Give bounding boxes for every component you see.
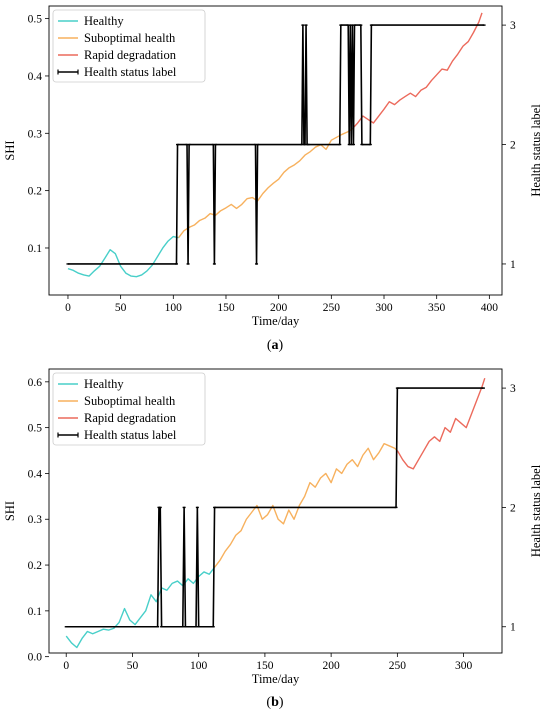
x-tick-label: 50 bbox=[115, 302, 127, 314]
caption-paren-close: ) bbox=[279, 695, 284, 710]
x-tick-label: 0 bbox=[65, 302, 71, 314]
x-axis-label: Time/day bbox=[252, 314, 300, 328]
plot-frame bbox=[48, 5, 503, 296]
legend-entry: Rapid degradation bbox=[84, 48, 177, 62]
caption-letter: a bbox=[272, 338, 279, 353]
x-tick-label: 300 bbox=[375, 302, 393, 314]
y-tick-label: 0.1 bbox=[28, 243, 43, 255]
y-tick-label: 0.3 bbox=[28, 128, 43, 140]
y-tick-label: 0.4 bbox=[28, 71, 43, 83]
legend-entry: Healthy bbox=[84, 377, 124, 391]
series-line-suboptimal-health bbox=[178, 128, 353, 239]
legend-entry: Health status label bbox=[84, 428, 177, 442]
x-tick-label: 50 bbox=[127, 660, 139, 672]
y-tick-label: 0.6 bbox=[28, 377, 43, 389]
y-right-tick-label: 2 bbox=[510, 140, 516, 152]
x-tick-label: 0 bbox=[63, 660, 69, 672]
legend-box bbox=[52, 372, 206, 446]
y-tick-label: 0.5 bbox=[28, 14, 43, 26]
caption-paren-open: ( bbox=[267, 338, 272, 353]
y-axis-label: SHI bbox=[3, 140, 17, 160]
y-right-tick-label: 3 bbox=[510, 20, 516, 32]
caption-paren-open: ( bbox=[266, 695, 271, 710]
y-tick-label: 0.3 bbox=[28, 514, 43, 526]
x-tick-label: 150 bbox=[217, 302, 235, 314]
x-tick-label: 250 bbox=[323, 302, 341, 314]
chart-a: 0 50 100 150 200 250 300 350 400 0.1 0.2 0.3 0.4 0.5 1… bbox=[3, 5, 543, 353]
y-right-tick-label: 1 bbox=[510, 622, 516, 634]
series-line-suboptimal-health bbox=[214, 442, 398, 568]
y-tick-label: 0.1 bbox=[28, 606, 43, 618]
y-tick-label: 0.4 bbox=[28, 468, 43, 480]
caption-letter: b bbox=[271, 695, 279, 710]
series-line-rapid-degradation bbox=[396, 377, 486, 470]
x-tick-label: 150 bbox=[256, 660, 274, 672]
figure-caption: (a) bbox=[267, 338, 284, 353]
legend-entry: Suboptimal health bbox=[84, 31, 176, 45]
y-right-axis-label: Health status label bbox=[529, 104, 543, 197]
y-right-tick-label: 3 bbox=[510, 383, 516, 395]
caption-paren-close: ) bbox=[279, 338, 284, 353]
legend-box bbox=[52, 9, 206, 83]
x-tick-label: 300 bbox=[455, 660, 473, 672]
y-right-axis-label: Health status label bbox=[529, 464, 543, 557]
y-right-tick-label: 1 bbox=[510, 259, 516, 271]
x-tick-label: 100 bbox=[165, 302, 183, 314]
y-tick-label: 0.2 bbox=[28, 186, 43, 198]
y-right-tick-label: 2 bbox=[510, 502, 516, 514]
x-tick-label: 350 bbox=[428, 302, 446, 314]
x-tick-label: 250 bbox=[389, 660, 407, 672]
x-tick-label: 200 bbox=[323, 660, 341, 672]
x-tick-label: 200 bbox=[270, 302, 288, 314]
figure-caption: (b) bbox=[266, 695, 283, 710]
x-tick-label: 100 bbox=[190, 660, 208, 672]
series-line-healthy bbox=[67, 235, 179, 278]
legend-entry: Healthy bbox=[84, 14, 124, 28]
y-axis-label: SHI bbox=[3, 501, 17, 521]
x-axis-label: Time/day bbox=[252, 672, 300, 686]
legend-entry: Rapid degradation bbox=[84, 411, 177, 425]
chart-b: 0 50 100 150 200 250 300 0.0 0.1 0.2 0.3 0.4 0.5 0.6 1… bbox=[3, 368, 543, 710]
series-line-healthy bbox=[65, 566, 216, 649]
y-tick-label: 0.2 bbox=[28, 560, 43, 572]
plot-frame bbox=[48, 368, 503, 654]
x-tick-label: 400 bbox=[481, 302, 499, 314]
y-tick-label: 0.5 bbox=[28, 423, 43, 435]
legend-entry: Suboptimal health bbox=[84, 394, 176, 408]
legend-entry: Health status label bbox=[84, 65, 177, 79]
y-tick-label: 0.0 bbox=[28, 652, 43, 664]
series-line-rapid-degradation bbox=[351, 12, 483, 130]
